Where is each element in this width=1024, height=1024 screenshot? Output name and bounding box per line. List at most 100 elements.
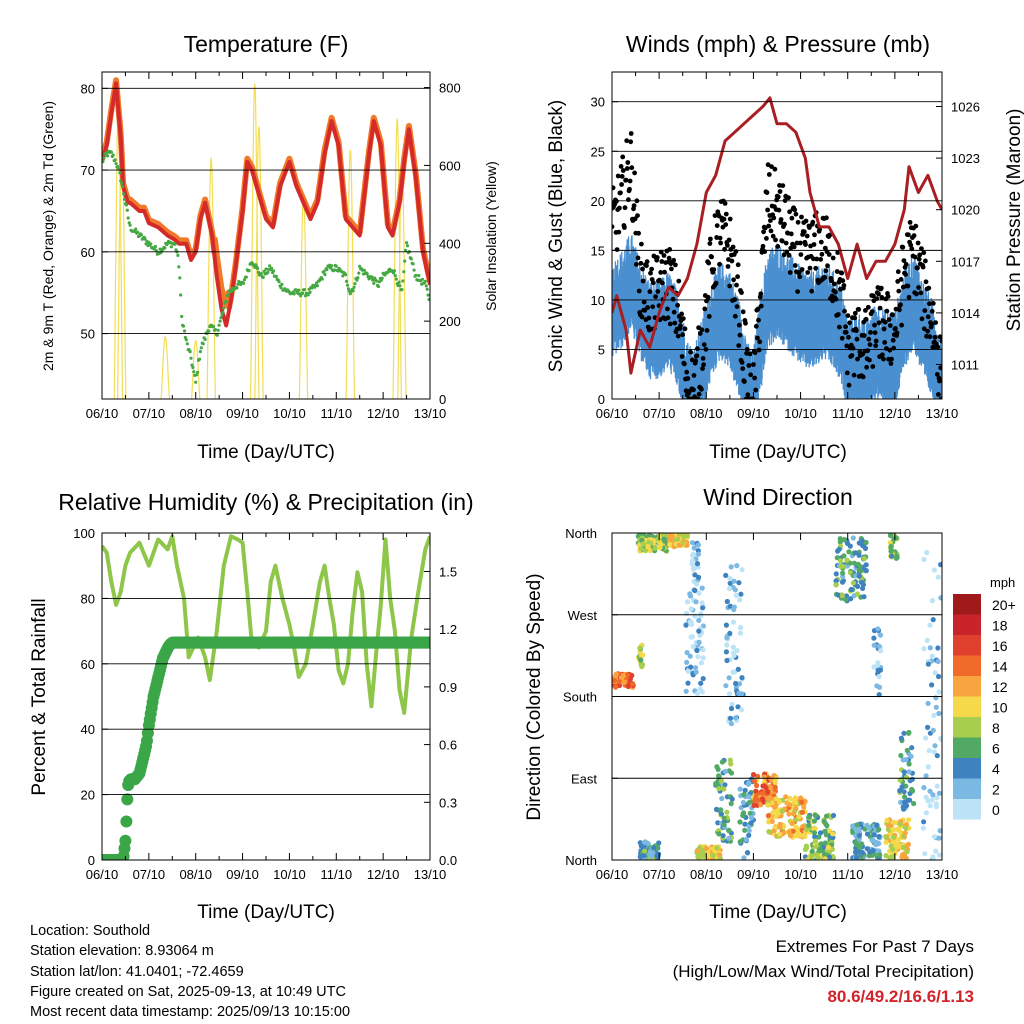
direction-point: [766, 829, 772, 835]
dewpoint-point: [219, 316, 223, 320]
direction-point: [696, 574, 702, 581]
dewpoint-point: [189, 356, 193, 360]
direction-point: [746, 794, 753, 800]
direction-xtick-label: 09/10: [737, 867, 770, 882]
direction-xlabel: Time (Day/UTC): [709, 902, 847, 923]
direction-point: [841, 537, 848, 543]
gust-point: [864, 364, 869, 370]
temperature-xtick-label: 10/10: [273, 406, 306, 421]
direction-point: [698, 680, 704, 686]
legend-swatch: [953, 614, 981, 635]
direction-point: [929, 653, 935, 659]
gust-point: [781, 252, 787, 258]
humidity-ytick-label: 100: [73, 526, 95, 541]
direction-point: [723, 683, 729, 689]
winds-title: Winds (mph) & Pressure (mb): [626, 31, 930, 57]
gust-point: [768, 228, 774, 234]
gust-point: [669, 266, 674, 272]
direction-point: [923, 735, 929, 741]
gust-point: [865, 304, 871, 310]
direction-point: [736, 690, 742, 697]
direction-point: [816, 834, 822, 840]
direction-point: [891, 819, 897, 826]
direction-point: [745, 781, 752, 787]
gust-point: [638, 260, 644, 266]
direction-point: [727, 630, 733, 637]
gust-point: [701, 362, 706, 368]
direction-point: [935, 574, 941, 580]
gust-point: [822, 245, 828, 251]
direction-point: [793, 800, 799, 806]
direction-point: [932, 743, 938, 749]
direction-point: [866, 825, 872, 831]
dewpoint-point: [180, 314, 184, 319]
solar-insolation-line: [254, 126, 264, 399]
direction-point: [724, 809, 730, 815]
dewpoint-point: [264, 267, 268, 271]
direction-point: [696, 628, 702, 634]
dewpoint-point: [356, 276, 360, 280]
direction-xtick-label: 08/10: [690, 867, 723, 882]
direction-point: [699, 689, 705, 695]
direction-point: [800, 824, 806, 830]
direction-point: [809, 853, 815, 859]
gust-point: [692, 394, 697, 399]
winds-ylabel-right: Station Pressure (Maroon): [1004, 109, 1024, 332]
dewpoint-point: [203, 337, 207, 341]
gust-point: [704, 328, 710, 333]
direction-point: [741, 791, 747, 798]
direction-point: [909, 745, 915, 751]
direction-point: [722, 768, 728, 775]
gust-point: [866, 336, 872, 342]
gust-point: [803, 218, 809, 224]
dewpoint-point: [358, 264, 362, 268]
direction-point: [847, 543, 853, 549]
direction-point: [839, 593, 845, 599]
gust-point: [717, 235, 723, 241]
direction-point: [934, 753, 940, 759]
direction-ytick-label: East: [571, 771, 597, 786]
dewpoint-point: [268, 264, 272, 268]
dewpoint-point: [414, 273, 418, 277]
gust-point: [618, 190, 623, 196]
humidity-y2tick-label: 0.6: [439, 738, 457, 753]
gust-point: [685, 376, 691, 381]
gust-point: [846, 334, 851, 340]
dewpoint-point: [121, 185, 125, 189]
gust-point: [617, 205, 622, 211]
direction-point: [700, 647, 706, 653]
dewpoint-point: [163, 246, 167, 250]
direction-point: [765, 796, 771, 802]
dewpoint-point: [411, 262, 415, 266]
direction-point: [846, 549, 852, 555]
dewpoint-point: [351, 289, 355, 293]
direction-point: [937, 828, 942, 834]
direction-point: [837, 558, 844, 564]
gust-point: [860, 374, 866, 380]
direction-point: [893, 535, 899, 541]
direction-point: [690, 562, 696, 568]
gust-point: [684, 369, 690, 375]
gust-point: [757, 339, 763, 345]
direction-point: [936, 852, 942, 858]
gust-point: [639, 314, 645, 320]
gust-point: [773, 237, 778, 243]
direction-point: [901, 769, 907, 775]
temperature-y2tick-label: 200: [439, 314, 461, 329]
direction-point: [739, 707, 745, 713]
gust-point: [903, 272, 908, 277]
gust-point: [822, 275, 828, 280]
temperature-xtick-label: 11/10: [320, 406, 352, 421]
direction-point: [736, 681, 743, 687]
direction-point: [798, 795, 804, 801]
direction-point: [859, 850, 866, 856]
gust-point: [867, 342, 873, 347]
gust-point: [682, 326, 688, 332]
direction-point: [929, 682, 935, 688]
gust-point: [937, 334, 942, 340]
dewpoint-point: [256, 266, 260, 271]
direction-point: [790, 828, 796, 834]
direction-point: [896, 844, 902, 850]
gust-point: [739, 360, 745, 365]
legend-label: 0: [992, 802, 1000, 818]
